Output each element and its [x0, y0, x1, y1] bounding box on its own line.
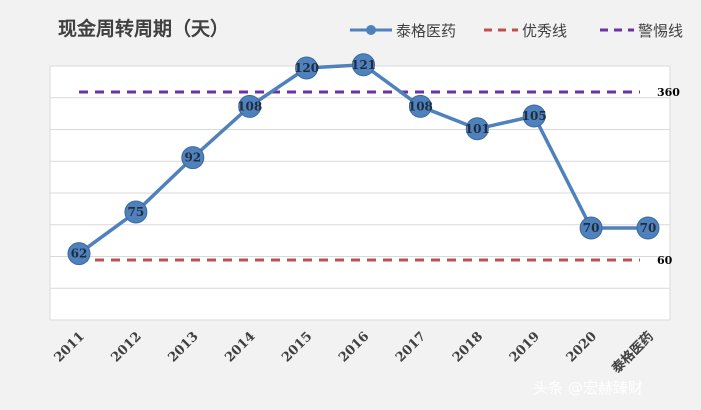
x-axis: 2011 2012 2013 2014 2015 2016 2017 2018 2019 2020… [52, 329, 657, 378]
data-point [579, 216, 603, 240]
legend-label: 警惕线 [638, 22, 683, 40]
data-point [352, 53, 375, 77]
x-tick-label: 2015 [279, 329, 315, 365]
data-point [636, 216, 660, 240]
x-tick-label: 2011 [52, 329, 88, 365]
legend-label: 泰格医药 [396, 22, 456, 40]
legend-marker [366, 25, 376, 35]
x-tick-label: 2013 [165, 329, 201, 365]
x-tick-label: 2017 [393, 329, 429, 365]
reference-label: 60 [657, 254, 673, 267]
x-tick-label: 泰格医药 [608, 329, 657, 378]
data-label: 121 [351, 58, 376, 72]
x-tick-label: 2019 [507, 329, 543, 365]
data-label: 108 [237, 99, 262, 113]
x-tick-label: 2014 [222, 329, 258, 365]
data-point [465, 117, 489, 141]
chart-title: 现金周转周期（天） [58, 17, 229, 40]
reference-lines: 360 60 [79, 86, 680, 267]
data-point [67, 242, 91, 266]
data-point [522, 104, 546, 128]
data-point [408, 94, 432, 118]
data-label: 75 [128, 205, 145, 219]
x-tick-label: 2012 [109, 329, 145, 365]
data-label: 70 [640, 221, 657, 235]
x-tick-label: 2018 [450, 329, 486, 365]
data-label: 101 [465, 122, 490, 136]
data-label: 108 [408, 99, 433, 113]
legend: 泰格医药 优秀线 警惕线 [350, 22, 683, 40]
x-tick-label: 2016 [336, 329, 372, 365]
data-point [238, 94, 262, 118]
data-point [124, 200, 148, 224]
data-label: 120 [294, 61, 319, 75]
data-label: 105 [522, 109, 547, 123]
data-point [181, 146, 205, 170]
legend-label: 优秀线 [522, 22, 567, 40]
data-label: 62 [71, 247, 88, 261]
data-label: 70 [583, 221, 600, 235]
data-label: 92 [184, 151, 201, 165]
series-line: 62 75 92 108 120 121 108 101 105 70 70 [67, 53, 660, 266]
reference-label: 360 [657, 86, 680, 99]
gridlines [49, 65, 671, 321]
x-tick-label: 2020 [564, 329, 600, 365]
data-point [295, 56, 319, 80]
watermark: 头条 @宏赫臻财 [533, 379, 643, 397]
